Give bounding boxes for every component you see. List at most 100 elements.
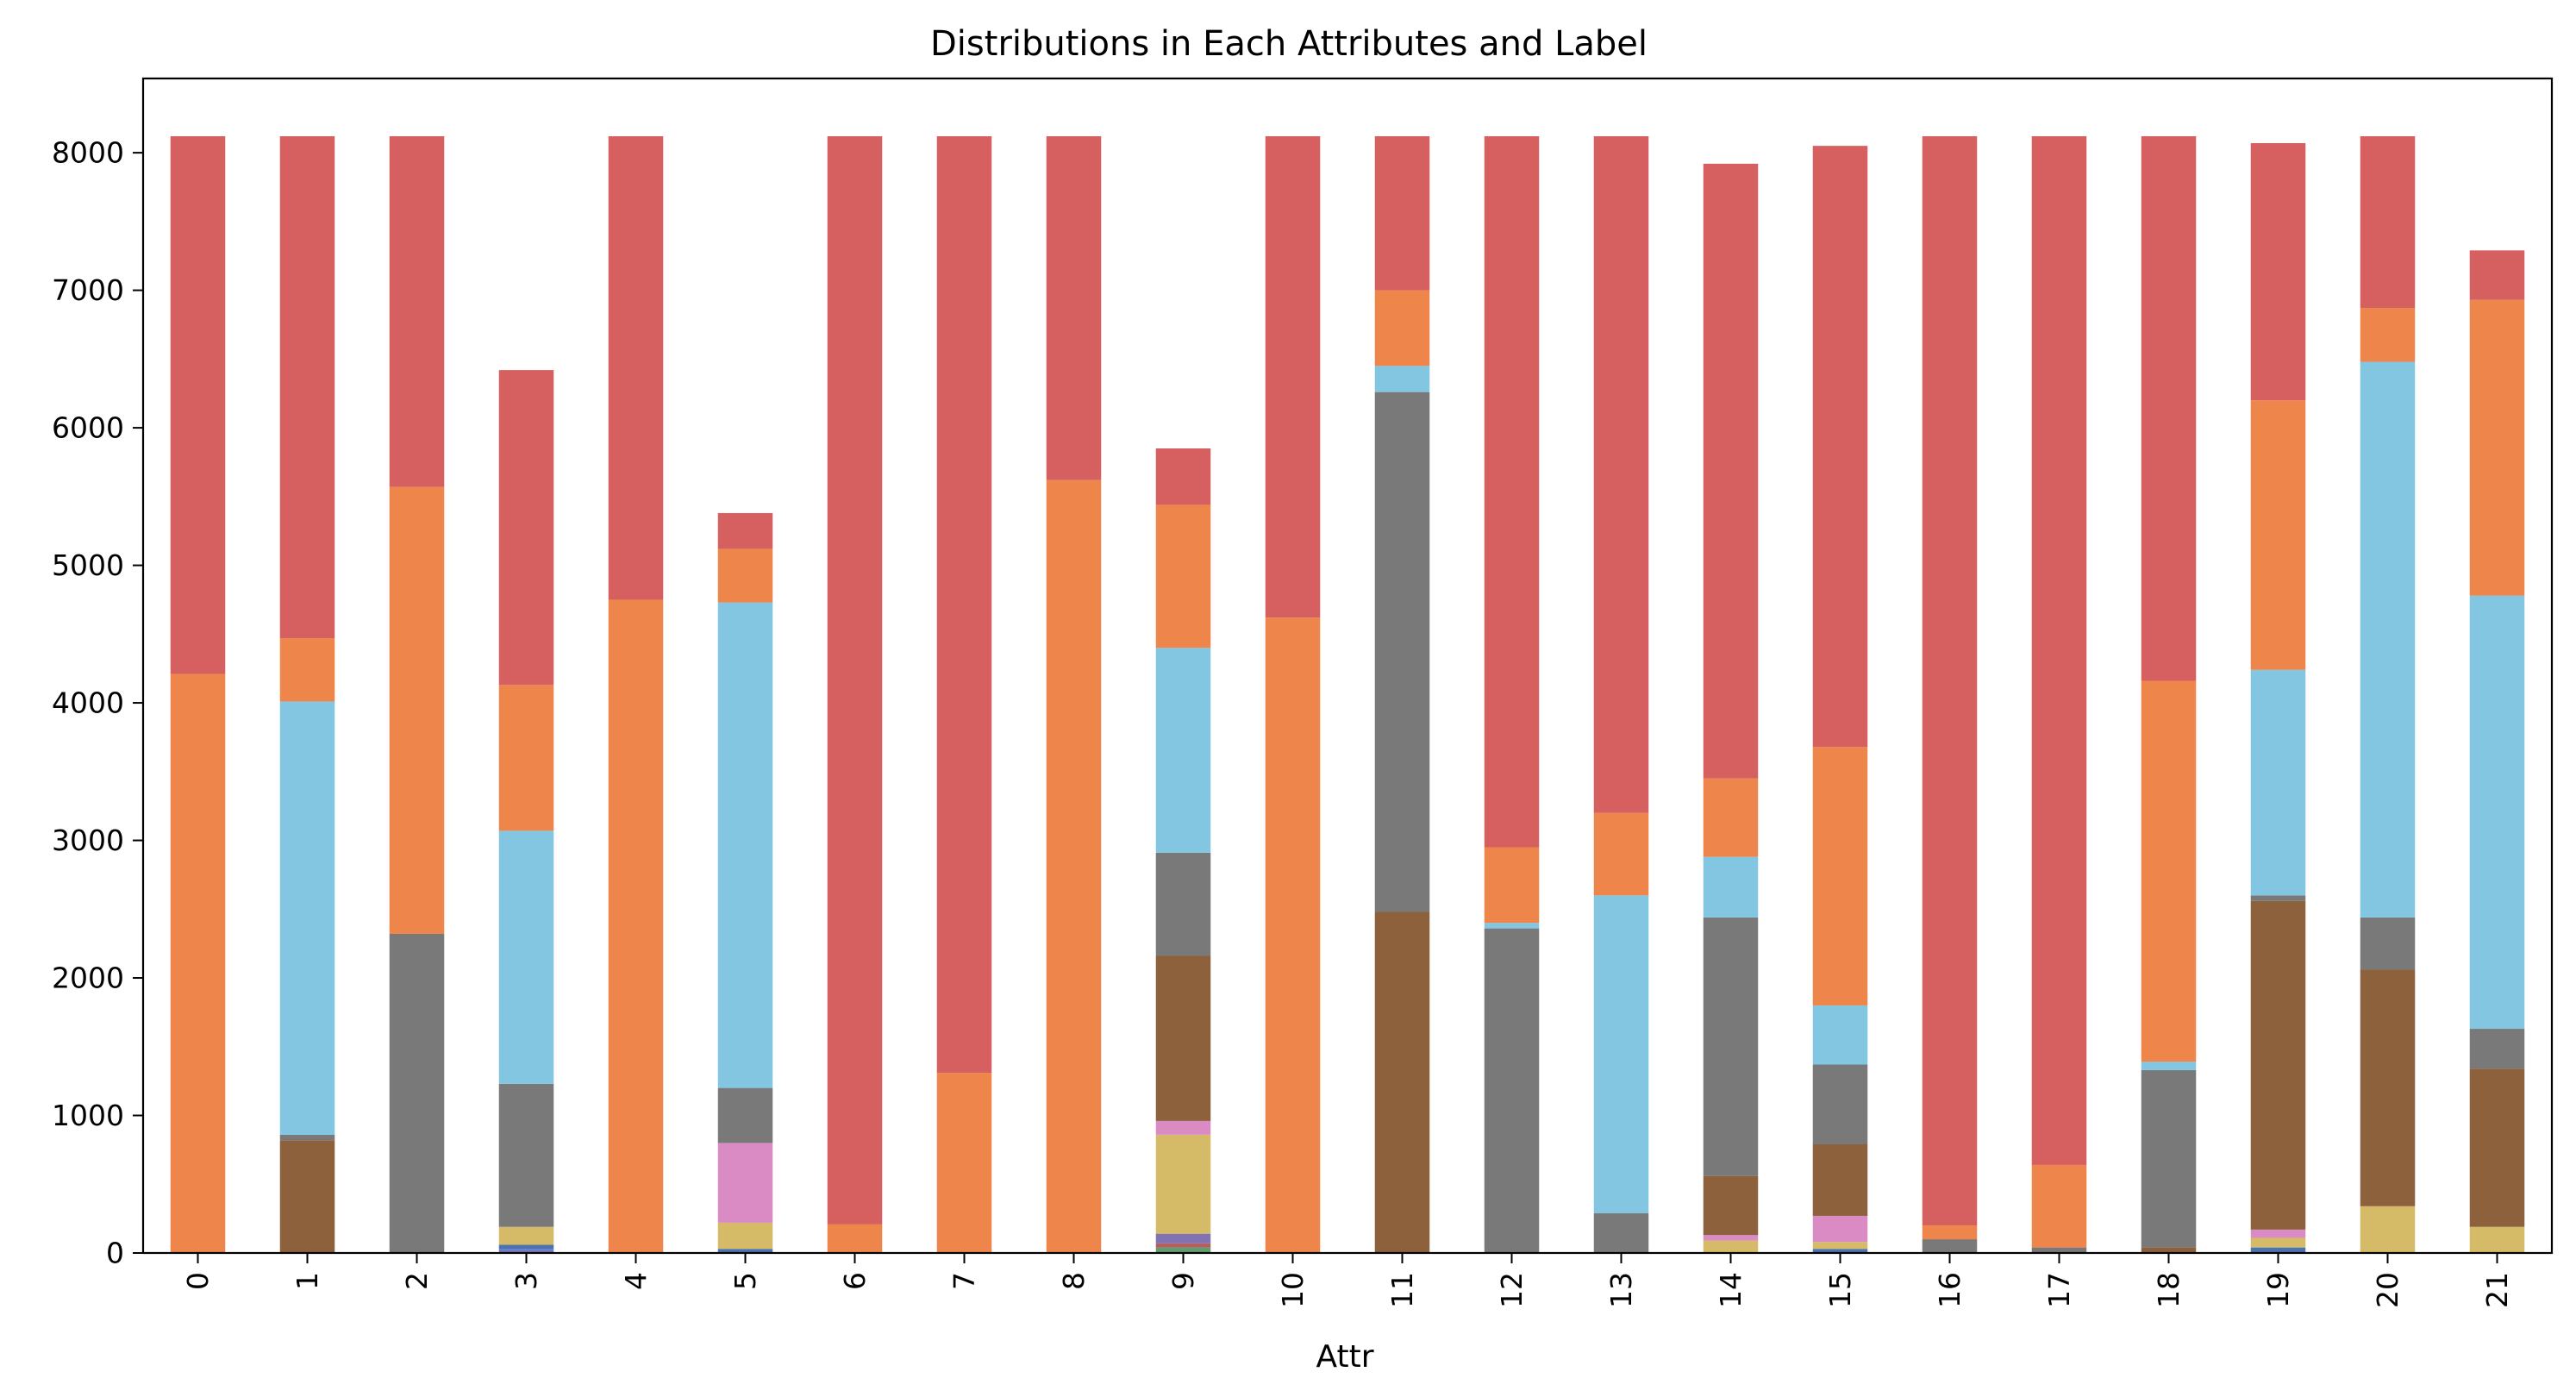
- bar-segment-attr-12-s15: [1484, 135, 1540, 848]
- bar-segment-attr-11-s11: [1374, 911, 1430, 1253]
- x-tick-label: 18: [2152, 1272, 2185, 1308]
- bar-segment-attr-16-s15: [1922, 135, 1978, 1226]
- bar-segment-attr-3-s2: [498, 1250, 554, 1253]
- x-tick-label: 1: [291, 1272, 324, 1290]
- bar-segment-attr-14-s15: [1703, 163, 1759, 779]
- bar-segment-attr-21-s7: [2469, 1226, 2525, 1253]
- bar-segment-attr-3-s7: [498, 1226, 554, 1245]
- bar-segment-attr-3-s3: [498, 1249, 554, 1250]
- bar-segment-attr-16-s14: [1922, 1225, 1978, 1240]
- bar-segment-attr-17-s15: [2031, 135, 2087, 1165]
- bar-segment-attr-15-s7: [1812, 1242, 1868, 1250]
- bar-segment-attr-15-s13: [1812, 1005, 1868, 1065]
- y-axis: 0 1000 2000 3000 4000 5000 6000 7000 8000: [52, 136, 143, 1270]
- x-tick-label: 19: [2261, 1272, 2295, 1308]
- bar-segment-attr-2-s14: [389, 486, 445, 934]
- bar-segment-attr-13-s12: [1593, 1212, 1649, 1253]
- y-tick-label: 5000: [52, 548, 124, 582]
- bar-segment-attr-21-s11: [2469, 1068, 2525, 1227]
- bar-segment-attr-15-s15: [1812, 146, 1868, 748]
- bar-segment-attr-5-s10: [717, 1143, 773, 1223]
- x-tick-label: 17: [2042, 1272, 2076, 1308]
- bar-segment-attr-20-s12: [2360, 917, 2416, 970]
- bar-segment-attr-18-s15: [2141, 135, 2197, 681]
- bar-segment-attr-14-s12: [1703, 917, 1759, 1176]
- bar-segment-attr-19-s11: [2250, 900, 2306, 1230]
- bar-segment-attr-20-s7: [2360, 1206, 2416, 1253]
- bar-segment-attr-17-s12: [2031, 1247, 2087, 1253]
- y-tick-label: 8000: [52, 136, 124, 170]
- bar-segment-attr-10-s15: [1265, 135, 1321, 618]
- bar-segment-attr-1-s15: [279, 135, 335, 639]
- bar-segment-attr-15-s11: [1812, 1144, 1868, 1216]
- bar-segment-attr-19-s7: [2250, 1237, 2306, 1248]
- bar-segment-attr-11-s15: [1374, 135, 1430, 291]
- x-tick-label: 16: [1933, 1272, 1966, 1308]
- bar-segment-attr-8-s14: [1046, 479, 1102, 1253]
- bar-segment-attr-18-s12: [2141, 1069, 2197, 1248]
- bar-segment-attr-6-s15: [827, 135, 883, 1225]
- bar-segment-attr-20-s13: [2360, 361, 2416, 918]
- chart-title: Distributions in Each Attributes and Lab…: [930, 24, 1648, 64]
- bar-segment-attr-9-s14: [1155, 504, 1211, 648]
- bar-segment-attr-20-s15: [2360, 135, 2416, 309]
- x-axis: 0 1 2 3 4 5 6 7 8 9 10 11 12 13 14 15 16 17 18 19 20 21: [181, 1253, 2514, 1308]
- bar-segment-attr-12-s14: [1484, 847, 1540, 924]
- bar-segment-attr-0-s15: [170, 135, 226, 674]
- bar-segment-attr-1-s14: [279, 638, 335, 702]
- x-tick-label: 11: [1385, 1272, 1419, 1308]
- x-tick-label: 2: [400, 1272, 434, 1290]
- bar-segment-attr-3-s14: [498, 685, 554, 831]
- bar-segment-attr-8-s15: [1046, 135, 1102, 480]
- bar-segment-attr-6-s14: [827, 1224, 883, 1253]
- bar-segment-attr-18-s14: [2141, 680, 2197, 1062]
- bar-segment-attr-1-s13: [279, 701, 335, 1135]
- bar-segment-attr-19-s6: [2250, 1247, 2306, 1253]
- bar-segment-attr-21-s15: [2469, 250, 2525, 300]
- bar-segment-attr-9-s0: [1155, 1247, 1211, 1253]
- bars-layer: [170, 135, 2525, 1253]
- bar-segment-attr-11-s12: [1374, 392, 1430, 912]
- bar-segment-attr-12-s13: [1484, 923, 1540, 929]
- bar-segment-attr-4-s15: [608, 135, 664, 600]
- bar-segment-attr-9-s2: [1155, 1233, 1211, 1244]
- bar-segment-attr-21-s13: [2469, 595, 2525, 1030]
- bar-segment-attr-11-s13: [1374, 366, 1430, 392]
- y-tick-label: 7000: [52, 273, 124, 307]
- bar-segment-attr-13-s14: [1593, 812, 1649, 896]
- bar-segment-attr-21-s14: [2469, 299, 2525, 596]
- bar-segment-attr-9-s12: [1155, 852, 1211, 956]
- bar-segment-attr-5-s13: [717, 602, 773, 1088]
- x-tick-label: 12: [1495, 1272, 1529, 1308]
- x-tick-label: 8: [1057, 1272, 1091, 1290]
- bar-segment-attr-20-s14: [2360, 308, 2416, 362]
- bar-segment-attr-9-s13: [1155, 648, 1211, 853]
- x-tick-label: 9: [1166, 1272, 1200, 1290]
- bar-segment-attr-19-s14: [2250, 400, 2306, 670]
- plot-frame: [141, 77, 2554, 1255]
- y-tick-label: 3000: [52, 824, 124, 857]
- y-tick-label: 4000: [52, 686, 124, 720]
- bar-segment-attr-3-s15: [498, 370, 554, 686]
- bar-segment-attr-12-s12: [1484, 928, 1540, 1253]
- bar-segment-attr-5-s7: [717, 1222, 773, 1250]
- y-tick-label: 2000: [52, 962, 124, 995]
- x-tick-label: 5: [728, 1272, 762, 1290]
- bar-segment-attr-2-s15: [389, 135, 445, 487]
- bar-segment-attr-9-s7: [1155, 1134, 1211, 1234]
- bar-segment-attr-3-s12: [498, 1083, 554, 1227]
- bar-segment-attr-1-s11: [279, 1140, 335, 1253]
- bar-segment-attr-2-s12: [389, 933, 445, 1253]
- x-tick-label: 7: [947, 1272, 981, 1290]
- x-tick-label: 20: [2371, 1272, 2404, 1308]
- bar-segment-attr-19-s12: [2250, 895, 2306, 901]
- bar-segment-attr-4-s14: [608, 599, 664, 1253]
- bar-segment-attr-3-s13: [498, 830, 554, 1084]
- bar-segment-attr-1-s12: [279, 1134, 335, 1141]
- bar-segment-attr-5-s12: [717, 1087, 773, 1143]
- bar-segment-attr-18-s13: [2141, 1062, 2197, 1070]
- x-tick-label: 6: [838, 1272, 872, 1290]
- bar-segment-attr-9-s10: [1155, 1120, 1211, 1135]
- bar-segment-attr-15-s12: [1812, 1064, 1868, 1145]
- bar-segment-attr-9-s1: [1155, 1243, 1211, 1248]
